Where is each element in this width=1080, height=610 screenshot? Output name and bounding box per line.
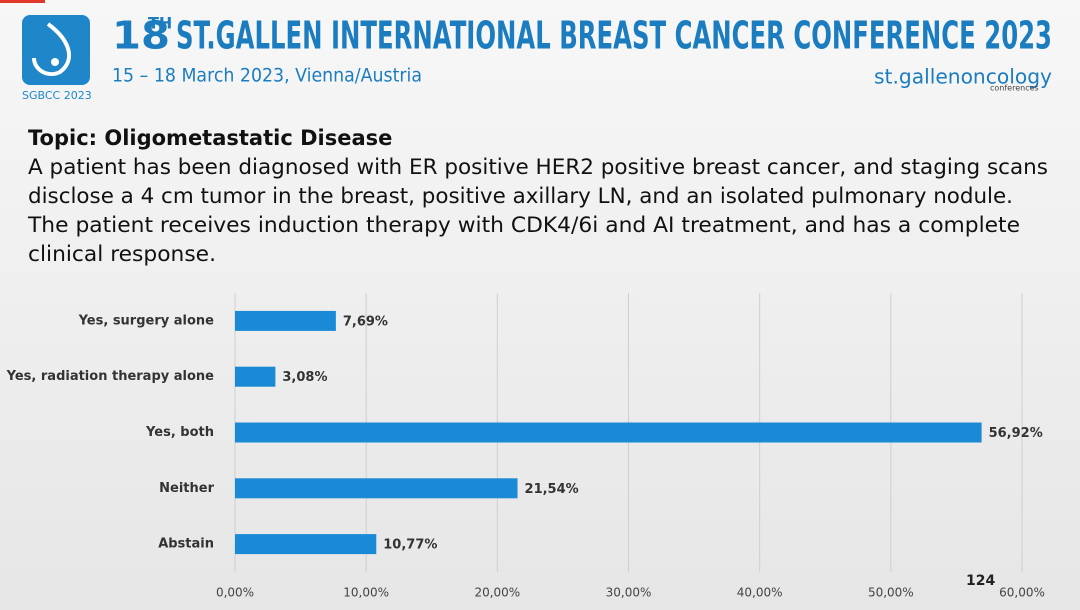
title: ST.GALLEN INTERNATIONAL BREAST CANCER CO…	[176, 14, 1052, 58]
x-tick-label: 40,00%	[737, 586, 783, 600]
question-line: disclose a 4 cm tumor in the breast, pos…	[28, 184, 1013, 208]
y-tick-label: Yes, both	[145, 425, 214, 440]
topic: Topic: Oligometastatic Disease	[28, 126, 392, 150]
value-label: 21,54%	[525, 482, 579, 497]
brand-sub: conferences	[990, 84, 1039, 93]
x-tick-label: 0,00%	[216, 586, 254, 600]
value-label: 3,08%	[282, 370, 327, 385]
question-line: A patient has been diagnosed with ER pos…	[28, 155, 1048, 179]
value-label: 7,69%	[343, 314, 388, 329]
slide-number: 124	[966, 573, 995, 589]
y-tick-label: Neither	[159, 481, 214, 496]
x-tick-label: 10,00%	[343, 586, 389, 600]
progress-bar	[0, 0, 45, 3]
bar	[235, 310, 336, 331]
brand: st.gallenoncology	[874, 65, 1052, 89]
value-label: 10,77%	[383, 538, 437, 553]
x-tick-label: 20,00%	[474, 586, 520, 600]
question-line: The patient receives induction therapy w…	[27, 213, 1020, 237]
bar	[235, 534, 377, 555]
title-number: 18	[112, 14, 170, 58]
y-tick-label: Yes, radiation therapy alone	[6, 369, 215, 384]
subtitle: 15 – 18 March 2023, Vienna/Austria	[112, 65, 422, 87]
logo-dot	[51, 58, 59, 66]
x-tick-label: 50,00%	[868, 586, 914, 600]
logo-text: SGBCC 2023	[22, 89, 92, 102]
y-tick-label: Yes, surgery alone	[78, 313, 215, 328]
x-tick-label: 30,00%	[606, 586, 652, 600]
question-line: clinical response.	[28, 242, 216, 266]
bar	[235, 478, 518, 499]
bar	[235, 366, 276, 387]
bar	[235, 422, 982, 443]
x-tick-label: 60,00%	[999, 586, 1045, 600]
value-label: 56,92%	[989, 426, 1043, 441]
logo-mark	[32, 22, 71, 77]
y-tick-label: Abstain	[158, 537, 214, 552]
title-sup: TH	[148, 14, 172, 33]
